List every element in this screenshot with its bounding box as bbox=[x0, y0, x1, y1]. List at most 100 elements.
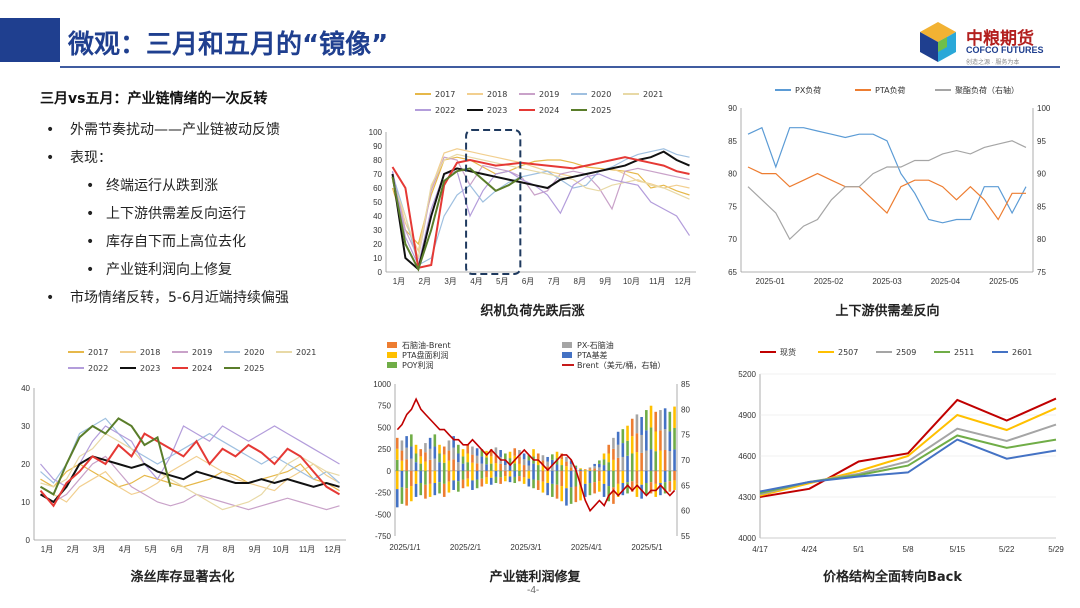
y-tick-label: 75 bbox=[728, 202, 737, 211]
legend-label: 2018 bbox=[140, 348, 160, 357]
price-structure-chart: 现货 2507 2509 2511 2601 4000 4300 4600 4900 5200 4/… bbox=[720, 340, 1065, 560]
profit-bar-neg bbox=[602, 483, 606, 497]
x-tick-label: 2025/5/1 bbox=[631, 543, 663, 552]
profit-bar-pos bbox=[640, 434, 643, 453]
profit-bar-pos bbox=[579, 468, 582, 470]
profit-bar-neg bbox=[551, 483, 554, 497]
x-tick-label: 9月 bbox=[249, 545, 261, 554]
profit-bar-pos bbox=[668, 451, 672, 471]
profit-bar-neg bbox=[574, 470, 578, 487]
profit-bar-pos bbox=[518, 463, 521, 471]
profit-bar-pos bbox=[494, 447, 498, 456]
profit-bar-neg bbox=[630, 481, 634, 492]
series-line-聚酯负荷（右轴） bbox=[747, 140, 1027, 241]
profit-bar-pos bbox=[626, 455, 629, 471]
profit-bar-pos bbox=[410, 434, 413, 447]
profit-bar-pos bbox=[471, 462, 474, 471]
profit-bar-neg bbox=[499, 477, 502, 484]
profit-bar-pos bbox=[541, 455, 545, 461]
bullet-item: • 库存自下而上高位去化 bbox=[40, 228, 360, 256]
bullet-dot-icon: • bbox=[86, 206, 95, 222]
legend-label: 2024 bbox=[539, 106, 559, 115]
y-tick-label: 20 bbox=[373, 240, 382, 249]
profit-bar-neg bbox=[471, 470, 474, 481]
profit-bar-pos bbox=[626, 425, 629, 441]
legend-label: 2601 bbox=[1012, 348, 1032, 357]
profit-bar-pos bbox=[635, 452, 639, 471]
profit-bar-neg bbox=[466, 478, 470, 487]
profit-bar-neg bbox=[569, 487, 573, 504]
profit-bar-pos bbox=[579, 469, 582, 470]
legend-swatch bbox=[387, 362, 397, 368]
profit-bar-pos bbox=[607, 444, 611, 454]
series-line-2021 bbox=[391, 153, 690, 259]
series-line-PX负荷 bbox=[747, 126, 1027, 224]
series-line-2024 bbox=[391, 156, 690, 270]
profit-bar-pos bbox=[410, 458, 413, 471]
y-right-tick-label: 75 bbox=[1037, 268, 1046, 277]
profit-bar-neg bbox=[579, 470, 582, 486]
profit-bar-pos bbox=[541, 460, 545, 466]
y-tick-label: 30 bbox=[373, 226, 382, 235]
legend-label: 2025 bbox=[244, 364, 264, 373]
profit-bar-neg bbox=[471, 480, 474, 490]
profit-bar-pos bbox=[405, 436, 408, 448]
profit-bar-pos bbox=[630, 436, 634, 454]
profit-bar-neg bbox=[424, 484, 427, 499]
profit-bar-pos bbox=[640, 452, 643, 471]
profit-bar-pos bbox=[480, 456, 484, 464]
x-tick-label: 3月 bbox=[444, 277, 456, 286]
x-tick-label: 2025/4/1 bbox=[571, 543, 603, 552]
cofco-logo-icon bbox=[920, 22, 956, 62]
profit-bar-pos bbox=[471, 454, 474, 463]
profit-bar-pos bbox=[461, 463, 465, 471]
profit-bar-pos bbox=[400, 440, 404, 451]
profit-bar-neg bbox=[494, 476, 498, 484]
profit-bar-pos bbox=[480, 463, 484, 471]
profit-bar-pos bbox=[546, 461, 549, 467]
profit-bar-neg bbox=[466, 470, 470, 479]
bullet-text: 终端运行从跌到涨 bbox=[106, 178, 218, 194]
profit-bar-neg bbox=[579, 485, 582, 501]
profit-bar-pos bbox=[621, 456, 625, 471]
profit-bar-pos bbox=[574, 465, 578, 468]
x-tick-label: 5/1 bbox=[853, 545, 865, 554]
profit-bar-pos bbox=[565, 461, 568, 467]
profit-bar-neg bbox=[485, 470, 488, 478]
y-right-tick-label: 80 bbox=[1037, 235, 1046, 244]
profit-bar-pos bbox=[583, 469, 587, 471]
profit-bar-pos bbox=[410, 446, 413, 459]
profit-bar-neg bbox=[414, 470, 418, 484]
x-tick-label: 12月 bbox=[325, 545, 342, 554]
series-line-2021 bbox=[40, 432, 340, 511]
profit-bar-pos bbox=[588, 468, 592, 470]
summary-heading: 三月vs五月：产业链情绪的一次反转 bbox=[40, 91, 268, 107]
profit-bar-pos bbox=[508, 464, 512, 471]
legend-label: 现货 bbox=[780, 347, 796, 357]
profit-bar-pos bbox=[424, 461, 427, 471]
profit-bar-pos bbox=[400, 460, 404, 471]
legend-label: 2017 bbox=[88, 348, 108, 357]
y-tick-label: 90 bbox=[373, 142, 382, 151]
y-tick-label: 70 bbox=[373, 170, 382, 179]
highlight-box bbox=[465, 129, 522, 275]
profit-bar-pos bbox=[569, 463, 573, 468]
profit-bar-neg bbox=[518, 476, 521, 482]
profit-bar-pos bbox=[630, 418, 634, 437]
profit-bar-pos bbox=[555, 464, 559, 471]
profit-bar-neg bbox=[428, 470, 432, 484]
y-tick-label: -500 bbox=[375, 510, 392, 519]
profit-bar-pos bbox=[532, 449, 535, 457]
profit-bar-pos bbox=[405, 459, 408, 471]
profit-bar-pos bbox=[494, 463, 498, 471]
profit-bar-pos bbox=[522, 459, 526, 466]
series-line-2018 bbox=[391, 148, 690, 253]
profit-bar-pos bbox=[447, 450, 451, 461]
profit-bar-neg bbox=[551, 470, 554, 484]
bullet-text: 上下游供需差反向运行 bbox=[106, 206, 246, 222]
legend-label: 2019 bbox=[539, 90, 559, 99]
profit-bar-neg bbox=[616, 470, 620, 484]
profit-bar-neg bbox=[504, 470, 507, 477]
x-tick-label: 8月 bbox=[223, 545, 235, 554]
x-tick-label: 8月 bbox=[574, 277, 586, 286]
